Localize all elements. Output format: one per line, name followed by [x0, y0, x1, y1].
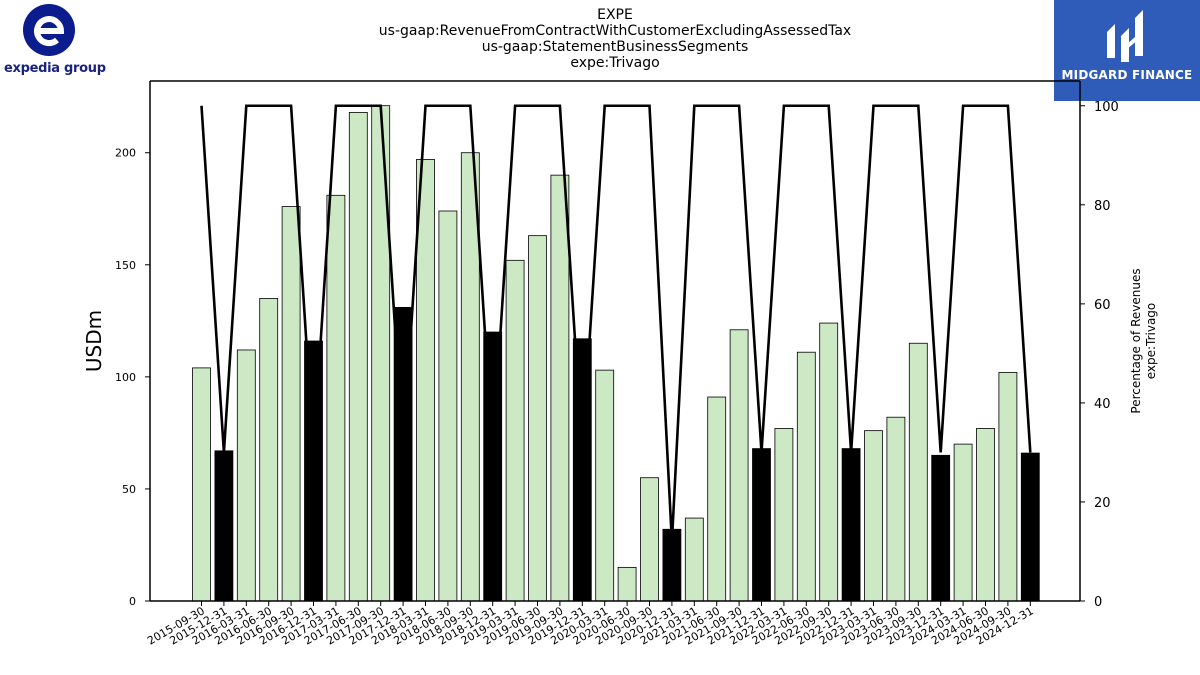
ytick-right-label-20: 20 [1094, 496, 1111, 511]
bar-2021-09-30 [729, 329, 749, 602]
title-line-2: us-gaap:RevenueFromContractWithCustomerE… [378, 23, 852, 39]
bar-2020-06-30 [617, 566, 637, 602]
ytick-right-label-100: 100 [1094, 100, 1119, 115]
bar-2024-06-30 [976, 428, 995, 602]
expedia-group-text: expedia group [4, 61, 106, 76]
bar-2022-09-30 [819, 322, 839, 602]
bar-2018-06-30 [438, 210, 458, 602]
bar-2016-12-31 [304, 340, 323, 602]
bar-2024-12-31 [1020, 452, 1040, 602]
midgard-finance-text: MIDGARD FINANCE [1061, 68, 1193, 82]
midgard-m-icon [1107, 10, 1143, 62]
bar-2024-09-30 [998, 371, 1018, 602]
bar-2017-06-30 [348, 111, 368, 602]
ytick-left-label-100: 100 [115, 371, 136, 384]
ytick-left-label-150: 150 [115, 259, 136, 272]
bar-2020-03-31 [595, 369, 615, 602]
bar-2022-06-30 [796, 351, 816, 602]
bar-2019-06-30 [528, 235, 547, 602]
ytick-right-label-60: 60 [1094, 298, 1111, 313]
ylabel-right-line-2: expe:Trivago [1144, 303, 1158, 380]
midgard-finance-logo: MIDGARD FINANCE [1054, 0, 1200, 101]
bar-2016-06-30 [259, 298, 279, 602]
bar-2016-03-31 [236, 349, 256, 602]
ytick-left-label-50: 50 [122, 483, 136, 496]
ylabel-right-line-1: Percentage of Revenues [1129, 268, 1143, 413]
bar-2022-12-31 [841, 448, 861, 602]
bar-2020-09-30 [640, 477, 659, 602]
bar-2021-12-31 [752, 448, 771, 602]
bar-2021-03-31 [684, 517, 704, 602]
bar-2021-06-30 [707, 396, 727, 602]
bar-2018-03-31 [416, 159, 435, 602]
title-line-1: EXPE [597, 7, 633, 23]
bar-2015-09-30 [192, 367, 211, 602]
percentage-line [200, 104, 1032, 542]
bar-2024-03-31 [953, 443, 973, 602]
ytick-left-label-0: 0 [129, 595, 136, 608]
bar-2017-09-30 [371, 105, 391, 602]
ylabel-left: USDm [82, 310, 106, 372]
expedia-e-icon [23, 4, 75, 56]
ytick-right-label-40: 40 [1094, 397, 1111, 412]
bar-2022-03-31 [774, 428, 794, 602]
bar-2017-03-31 [326, 194, 346, 602]
ytick-right-label-0: 0 [1094, 595, 1102, 610]
bar-2023-06-30 [886, 416, 906, 602]
bar-2023-03-31 [864, 430, 883, 602]
bar-2023-09-30 [908, 342, 928, 602]
ytick-left-label-200: 200 [115, 147, 136, 160]
title-line-3: us-gaap:StatementBusinessSegments [481, 39, 749, 55]
ytick-right-label-80: 80 [1094, 199, 1111, 214]
bar-2015-12-31 [214, 450, 234, 602]
bar-2016-09-30 [281, 206, 301, 602]
bar-2019-03-31 [505, 259, 525, 602]
title-line-4: expe:Trivago [570, 55, 660, 71]
bar-2019-09-30 [550, 174, 570, 602]
chart-title: EXPE us-gaap:RevenueFromContractWithCust… [300, 7, 930, 71]
expedia-group-logo: expedia group [0, 0, 110, 80]
bar-2023-12-31 [931, 454, 951, 602]
bar-2019-12-31 [572, 338, 592, 602]
